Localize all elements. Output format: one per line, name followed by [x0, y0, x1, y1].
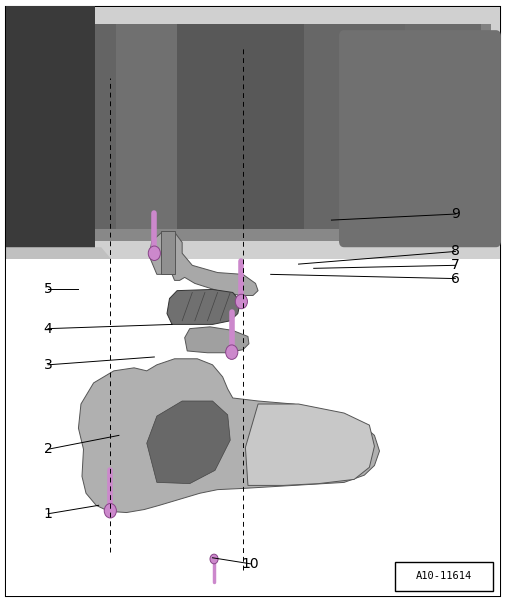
Bar — [404, 24, 490, 229]
Text: 1: 1 — [43, 507, 53, 521]
Bar — [25, 24, 480, 241]
Circle shape — [148, 246, 160, 260]
Polygon shape — [245, 404, 374, 485]
Bar — [6, 7, 499, 265]
Text: 10: 10 — [241, 557, 259, 571]
Bar — [394, 562, 492, 591]
Polygon shape — [146, 401, 230, 484]
Bar — [177, 24, 303, 229]
Bar — [161, 231, 175, 274]
Circle shape — [225, 345, 237, 359]
Text: 6: 6 — [450, 271, 459, 286]
Bar — [303, 24, 404, 229]
Polygon shape — [167, 289, 240, 324]
Text: 8: 8 — [450, 244, 459, 259]
Text: 2: 2 — [43, 442, 53, 456]
Text: 4: 4 — [43, 321, 53, 336]
Polygon shape — [184, 327, 248, 353]
Text: 5: 5 — [43, 282, 53, 297]
Circle shape — [104, 504, 116, 518]
Circle shape — [210, 554, 218, 564]
Text: 3: 3 — [43, 358, 53, 372]
Polygon shape — [78, 359, 379, 513]
Bar — [6, 6, 94, 308]
Polygon shape — [149, 232, 258, 295]
Text: A10-11614: A10-11614 — [415, 572, 471, 581]
Bar — [25, 24, 116, 229]
Text: 9: 9 — [450, 207, 459, 221]
Text: 7: 7 — [450, 258, 459, 273]
Bar — [116, 24, 177, 229]
Bar — [6, 259, 499, 596]
Circle shape — [235, 294, 247, 309]
Polygon shape — [6, 247, 126, 308]
FancyBboxPatch shape — [338, 30, 500, 247]
